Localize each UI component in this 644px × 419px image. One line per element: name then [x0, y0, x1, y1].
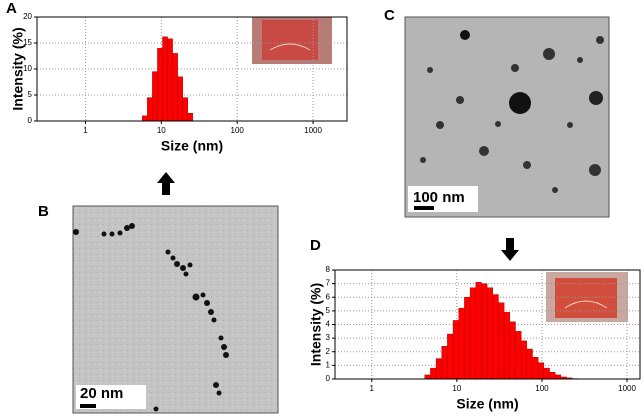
micrograph-b: 20 nm — [72, 205, 279, 414]
bar — [503, 312, 511, 380]
panel-label: C — [384, 7, 395, 24]
panel-label: A — [6, 0, 17, 17]
x-tick-label: 10 — [157, 126, 166, 135]
x-tick-label: 10 — [452, 384, 461, 393]
y-tick-label: 3 — [326, 333, 331, 342]
bar — [537, 362, 545, 380]
x-axis-label: Size (nm) — [456, 396, 518, 412]
y-tick-label: 0 — [28, 116, 33, 125]
bar — [475, 282, 482, 380]
bar — [464, 297, 471, 380]
panel-label: D — [310, 237, 321, 254]
y-tick-label: 4 — [326, 320, 331, 329]
y-tick-label: 5 — [28, 90, 33, 99]
bar — [177, 76, 183, 122]
scale-bar-label: 20 nm — [80, 385, 123, 402]
y-tick-label: 6 — [326, 292, 331, 301]
bar — [441, 346, 448, 380]
bar — [486, 287, 493, 380]
y-tick-label: 10 — [23, 64, 32, 73]
bar — [498, 302, 505, 380]
bar — [458, 307, 465, 380]
y-tick-label: 2 — [326, 347, 331, 356]
bar — [182, 97, 189, 122]
bar — [520, 340, 528, 380]
bar — [509, 321, 516, 380]
y-tick-label: 0 — [326, 374, 331, 383]
bar — [162, 36, 168, 122]
bar — [152, 71, 158, 122]
bar — [492, 294, 499, 380]
bar — [452, 320, 459, 380]
x-tick-label: 1000 — [618, 384, 636, 393]
bar — [142, 115, 148, 122]
bar — [515, 331, 522, 380]
x-tick-label: 1 — [370, 384, 375, 393]
x-tick-label: 1000 — [304, 126, 322, 135]
bar — [532, 357, 539, 380]
scale-bar-label: 100 nm — [413, 189, 465, 206]
bar — [147, 97, 153, 122]
bar — [481, 283, 488, 380]
y-axis-label: Intensity (%) — [10, 27, 26, 110]
bar — [526, 348, 533, 380]
inset-photo — [252, 17, 332, 64]
y-tick-label: 20 — [23, 12, 32, 21]
arrow — [501, 238, 519, 261]
bar — [424, 374, 431, 380]
panel-label: B — [38, 203, 49, 220]
bar — [469, 287, 476, 380]
bar — [447, 333, 454, 380]
plot-frame — [334, 269, 641, 380]
bar — [435, 358, 442, 380]
bar — [187, 112, 194, 122]
bar — [430, 367, 437, 380]
y-tick-label: 1 — [326, 360, 331, 369]
x-axis-label: Size (nm) — [161, 138, 223, 154]
micrograph-c: 100 nm — [404, 16, 610, 218]
bar — [549, 371, 556, 380]
y-tick-label: 7 — [326, 279, 331, 288]
bar — [555, 374, 562, 380]
bar — [172, 53, 178, 122]
plot-frame — [36, 16, 348, 122]
arrow — [157, 172, 175, 195]
y-tick-label: 5 — [326, 306, 331, 315]
x-tick-label: 1 — [83, 126, 88, 135]
x-tick-label: 100 — [231, 126, 245, 135]
bar — [167, 38, 173, 122]
y-tick-label: 15 — [23, 38, 32, 47]
bar — [157, 48, 163, 122]
y-tick-label: 8 — [326, 265, 331, 274]
bar — [543, 367, 550, 380]
x-tick-label: 100 — [535, 384, 549, 393]
y-axis-label: Intensity (%) — [308, 283, 324, 366]
